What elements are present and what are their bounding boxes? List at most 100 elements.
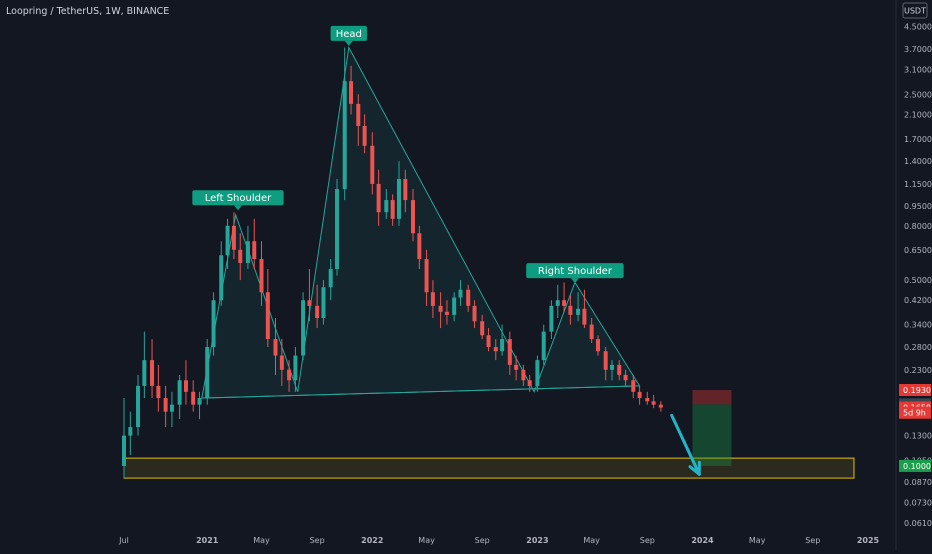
- take-profit-zone[interactable]: [692, 404, 732, 466]
- candle-body: [486, 335, 491, 348]
- candle-body: [219, 255, 224, 301]
- candle-body: [370, 145, 375, 184]
- candle-body: [177, 380, 182, 405]
- price-badge[interactable]: 0.1930: [903, 386, 931, 395]
- candle-body: [335, 189, 340, 270]
- candle-body: [576, 308, 581, 315]
- candle-body: [321, 287, 326, 319]
- pattern-label-background[interactable]: [330, 25, 367, 41]
- candle-body: [384, 200, 389, 213]
- pattern-label-pointer: [570, 278, 579, 284]
- candle-body: [396, 179, 401, 219]
- candle-body: [562, 300, 567, 306]
- currency-badge[interactable]: USDT: [904, 7, 926, 16]
- candle-body: [458, 289, 463, 298]
- time-axis-tick: 2023: [526, 536, 548, 545]
- price-axis-tick: 1.7000: [904, 135, 932, 144]
- neckline[interactable]: [201, 385, 640, 399]
- candle-body: [417, 233, 422, 260]
- candle-body: [658, 404, 663, 408]
- pattern-label-background[interactable]: [526, 263, 624, 279]
- time-axis-tick: May: [418, 536, 435, 545]
- projection-arrow-head[interactable]: [688, 460, 701, 476]
- time-axis-tick: 2024: [691, 536, 714, 545]
- time-axis-tick: May: [583, 536, 600, 545]
- price-badge-background[interactable]: [899, 406, 931, 419]
- candle-body: [191, 391, 196, 405]
- candle-body: [466, 289, 471, 306]
- projection-arrow[interactable]: [670, 413, 701, 476]
- candle-body: [480, 321, 485, 336]
- candle-body: [541, 331, 546, 361]
- candle-body: [527, 380, 532, 386]
- price-axis-tick: 0.9500: [904, 202, 932, 211]
- pattern-label-background[interactable]: [192, 190, 284, 206]
- price-axis-tick: 0.0610: [904, 519, 932, 528]
- candle-body: [514, 364, 519, 370]
- pattern-label[interactable]: Right Shoulder: [538, 266, 613, 277]
- time-axis-tick: 2022: [361, 536, 383, 545]
- price-axis-tick: 2.1000: [904, 110, 932, 119]
- candle-body: [197, 398, 202, 405]
- candle-body: [328, 269, 333, 288]
- price-badge[interactable]: 5d 9h: [903, 409, 926, 418]
- support-zone[interactable]: [123, 457, 855, 479]
- candle-body: [231, 225, 236, 250]
- candle-body: [205, 347, 210, 399]
- candle-body: [430, 292, 435, 306]
- candle-body: [238, 249, 243, 263]
- price-axis-tick: 0.5000: [904, 276, 932, 285]
- time-axis-tick: 2021: [196, 536, 219, 545]
- pattern-label[interactable]: Left Shoulder: [205, 193, 272, 204]
- candle-body: [183, 380, 188, 392]
- candle-body: [142, 360, 147, 386]
- candle-body: [555, 300, 560, 306]
- candle-body: [390, 200, 395, 219]
- price-axis-tick: 0.2300: [904, 366, 932, 375]
- candle-body: [156, 385, 161, 399]
- candle-body: [521, 369, 526, 381]
- price-axis-tick: 2.5000: [904, 90, 932, 99]
- candle-body: [150, 360, 155, 386]
- candle-body: [136, 385, 141, 428]
- time-axis-tick: Jul: [118, 536, 129, 545]
- symbol-title: Loopring / TetherUS, 1W, BINANCE: [6, 6, 169, 17]
- candle-body: [438, 305, 443, 312]
- price-axis-tick: 3.1000: [904, 65, 932, 74]
- candle-body: [595, 339, 600, 352]
- candle-body: [535, 360, 540, 386]
- candle-body: [568, 305, 573, 315]
- price-badge-background[interactable]: [899, 459, 931, 472]
- price-axis-tick: 3.7000: [904, 45, 932, 54]
- candle-body: [169, 404, 174, 412]
- candle-body: [259, 259, 264, 293]
- candle-body: [645, 398, 650, 402]
- pattern-label-pointer: [233, 205, 242, 211]
- pattern-label[interactable]: Head: [336, 29, 362, 40]
- candle-body: [211, 300, 216, 348]
- candle-body: [603, 351, 608, 370]
- candle-body: [549, 305, 554, 332]
- candle-body: [287, 369, 292, 381]
- candle-body: [610, 364, 615, 370]
- candle-body: [424, 259, 429, 293]
- time-axis-tick: Sep: [640, 536, 655, 545]
- price-badge[interactable]: 0.1000: [903, 462, 931, 471]
- time-axis-tick: Sep: [475, 536, 490, 545]
- candle-body: [301, 300, 306, 356]
- candle-body: [122, 435, 126, 466]
- candle-body: [245, 241, 250, 263]
- candle-body: [315, 305, 320, 319]
- stop-loss-zone[interactable]: [692, 390, 732, 405]
- candle-body: [362, 125, 367, 146]
- candle-body: [252, 241, 257, 260]
- candle-body: [472, 305, 477, 322]
- candle-body: [444, 311, 449, 315]
- currency-badge-frame[interactable]: [902, 2, 928, 19]
- price-axis-tick: 0.3400: [904, 321, 932, 330]
- price-axis-tick: 1.1500: [904, 180, 932, 189]
- price-badge-background[interactable]: [899, 384, 931, 397]
- time-axis-tick: May: [749, 536, 766, 545]
